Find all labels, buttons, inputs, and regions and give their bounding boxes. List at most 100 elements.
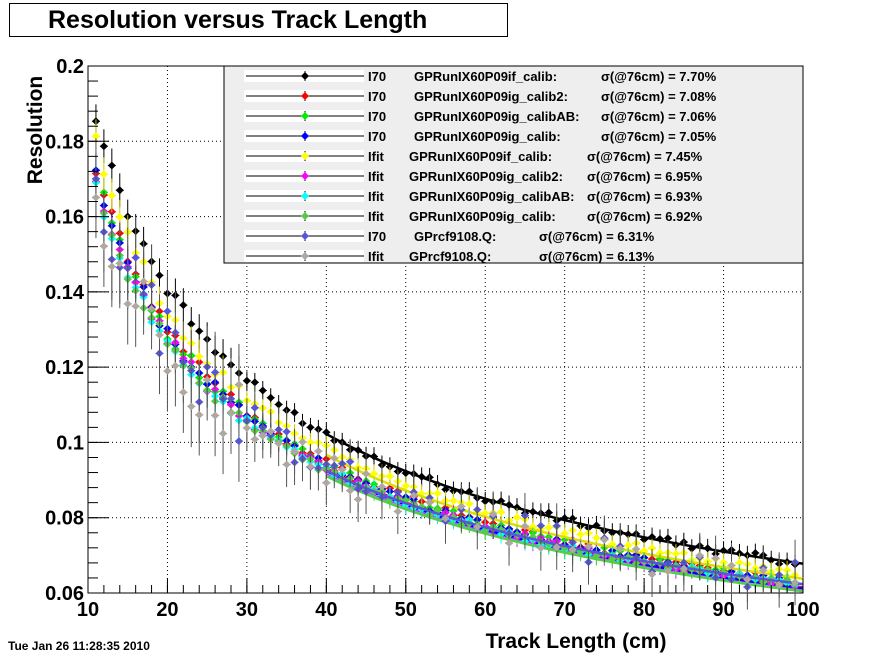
legend-marker xyxy=(301,192,309,200)
y-tick-label: 0.14 xyxy=(45,282,85,304)
data-point xyxy=(544,523,553,532)
data-point xyxy=(266,393,275,402)
legend-method: Ifit xyxy=(368,209,385,224)
legend-name: GPRunIX60P09ig_calib: xyxy=(414,129,561,144)
fit-curve xyxy=(325,432,804,565)
legend-method: Ifit xyxy=(368,149,385,164)
data-point xyxy=(139,277,148,286)
data-point xyxy=(242,424,251,433)
legend-sigma: σ(@76cm) = 7.70% xyxy=(601,69,717,84)
legend-entry[interactable]: Ifit GPRunIX60P09ig_calibAB: σ(@76cm) = 6.… xyxy=(244,189,703,204)
data-point xyxy=(624,541,633,550)
legend-method: I70 xyxy=(368,89,386,104)
data-point xyxy=(107,161,116,170)
data-point xyxy=(354,495,363,504)
legend-sigma: σ(@76cm) = 7.08% xyxy=(601,89,717,104)
legend-entry[interactable]: Ifit GPRunIX60P09ig_calib2: σ(@76cm) = 6.9… xyxy=(244,169,703,184)
legend-marker xyxy=(301,252,309,260)
data-point xyxy=(671,549,680,558)
data-series xyxy=(91,104,804,610)
data-point xyxy=(735,558,744,567)
x-tick-label: 70 xyxy=(554,599,576,621)
data-point xyxy=(115,213,124,222)
data-point xyxy=(441,514,450,523)
data-point xyxy=(107,191,116,200)
data-point xyxy=(203,375,212,384)
data-point xyxy=(274,400,283,409)
data-point xyxy=(99,170,108,179)
data-point xyxy=(648,544,657,553)
data-point xyxy=(250,403,259,412)
data-point xyxy=(520,522,529,531)
legend-marker xyxy=(301,172,309,180)
data-point xyxy=(187,319,196,328)
legend-marker xyxy=(301,112,309,120)
y-tick-label: 0.12 xyxy=(45,357,84,379)
data-point xyxy=(409,491,418,500)
data-point xyxy=(576,530,585,539)
data-point xyxy=(131,302,140,311)
legend[interactable]: I70 GPRunIX60P09if_calib: σ(@76cm) = 7.70%… xyxy=(223,65,804,264)
data-point xyxy=(91,132,100,141)
data-point xyxy=(306,462,315,471)
data-point xyxy=(346,457,355,466)
data-point xyxy=(91,193,100,202)
legend-sigma: σ(@76cm) = 7.05% xyxy=(601,129,717,144)
y-tick-label: 0.06 xyxy=(45,583,84,605)
data-point xyxy=(290,447,299,456)
data-point xyxy=(663,567,672,576)
legend-method: I70 xyxy=(368,109,386,124)
legend-entry[interactable]: I70 GPRunIX60P09ig_calib: σ(@76cm) = 7.05% xyxy=(244,129,717,144)
y-axis-label: Resolution xyxy=(24,76,47,185)
data-point xyxy=(505,539,514,548)
data-point xyxy=(290,408,299,417)
data-point xyxy=(513,513,521,522)
data-point xyxy=(679,564,688,573)
legend-entry[interactable]: Ifit GPrcf9108.Q: σ(@76cm) = 6.13% xyxy=(244,249,655,264)
legend-entry[interactable]: I70 GPRunIX60P09ig_calib2: σ(@76cm) = 7.08… xyxy=(244,89,717,104)
data-point xyxy=(115,259,124,268)
data-point xyxy=(791,578,800,587)
data-point xyxy=(258,431,267,440)
series-9 xyxy=(91,156,800,608)
data-point xyxy=(322,478,331,487)
data-point xyxy=(663,534,672,543)
data-point xyxy=(568,545,577,554)
data-point xyxy=(227,409,235,418)
x-tick-label: 40 xyxy=(315,599,337,621)
x-tick-label: 80 xyxy=(633,599,655,621)
x-tick-label: 90 xyxy=(712,599,734,621)
x-tick-label: 100 xyxy=(786,599,819,621)
data-point xyxy=(473,522,482,531)
series-0 xyxy=(91,104,804,574)
legend-sigma: σ(@76cm) = 6.31% xyxy=(539,229,655,244)
data-point xyxy=(648,570,657,579)
legend-entry[interactable]: I70 GPrcf9108.Q: σ(@76cm) = 6.31% xyxy=(244,229,655,244)
legend-entry[interactable]: I70 GPRunIX60P09if_calib: σ(@76cm) = 7.70% xyxy=(244,69,717,84)
legend-sigma: σ(@76cm) = 6.95% xyxy=(587,169,703,184)
data-point xyxy=(195,410,204,419)
data-point xyxy=(250,378,259,387)
x-tick-label: 20 xyxy=(156,599,178,621)
y-tick-label: 0.2 xyxy=(56,56,84,78)
data-point xyxy=(552,543,561,552)
legend-method: I70 xyxy=(368,229,386,244)
data-point xyxy=(211,368,220,377)
legend-marker xyxy=(301,92,309,100)
data-point xyxy=(219,429,228,438)
data-point xyxy=(536,544,545,553)
data-point xyxy=(362,469,371,478)
legend-entry[interactable]: Ifit GPRunIX60P09if_calib: σ(@76cm) = 7.45… xyxy=(244,149,703,164)
data-point xyxy=(743,575,752,584)
data-point xyxy=(433,489,442,498)
data-point xyxy=(751,549,760,558)
data-point xyxy=(393,507,402,516)
legend-name: GPRunIX60P09ig_calibAB: xyxy=(414,109,579,124)
legend-entry[interactable]: Ifit GPRunIX60P09ig_calib: σ(@76cm) = 6.92… xyxy=(244,209,703,224)
data-point xyxy=(695,551,704,560)
data-point xyxy=(282,427,291,436)
data-point xyxy=(99,142,108,151)
legend-entry[interactable]: I70 GPRunIX60P09ig_calibAB: σ(@76cm) = 7.0… xyxy=(244,109,717,124)
data-point xyxy=(234,437,243,446)
